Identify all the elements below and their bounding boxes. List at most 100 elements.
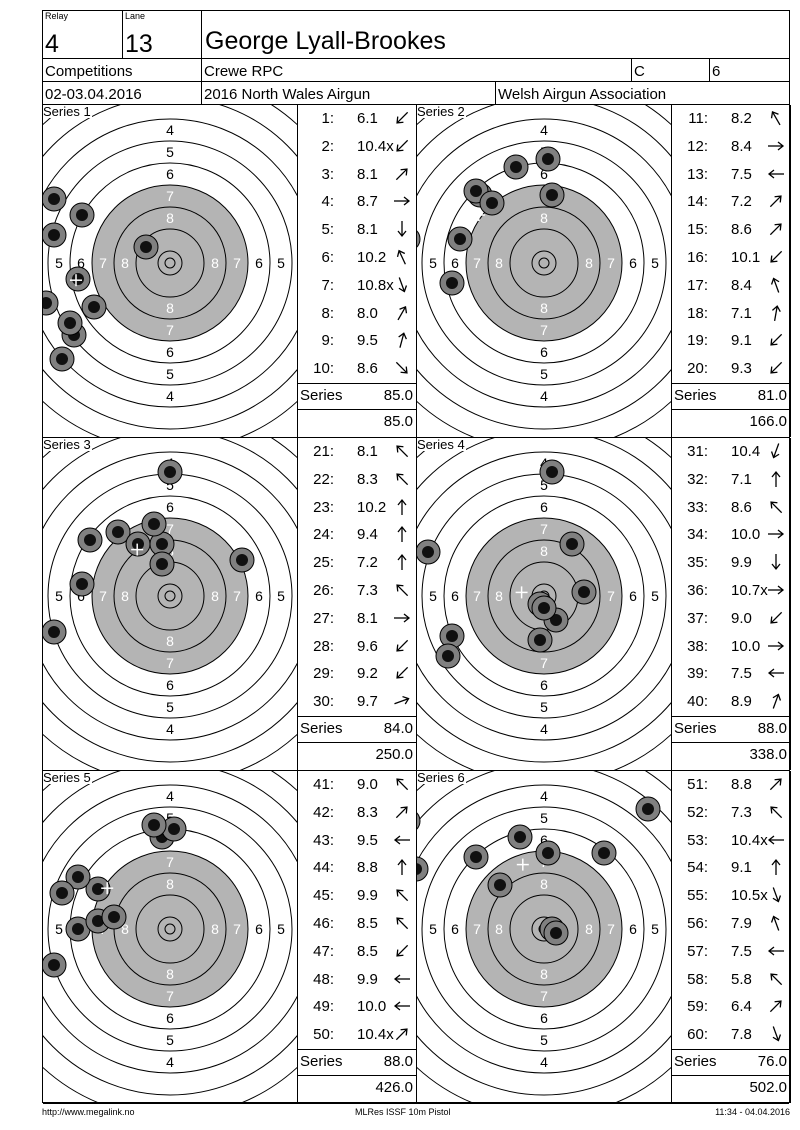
cumulative-row: 338.0 [672, 742, 790, 770]
shot-number: 30: [313, 693, 334, 711]
ring-number: 8 [540, 966, 548, 982]
ring-number: 7 [607, 588, 615, 604]
ring-number: 6 [166, 344, 174, 360]
shot-row: 52: 7.3 [672, 799, 791, 827]
cumulative-row: 250.0 [298, 742, 416, 770]
direction-arrow-icon [392, 248, 412, 266]
shot-row: 1: 6.1 [298, 105, 417, 133]
ring-number: 4 [166, 721, 174, 737]
ring-number: 5 [540, 1032, 548, 1048]
shot-hole [105, 519, 131, 545]
direction-arrow-icon [766, 192, 786, 210]
shot-row: 14: 7.2 [672, 188, 791, 216]
shot-hole [635, 796, 661, 822]
cumulative-total: 166.0 [749, 413, 787, 430]
ring-number: 6 [255, 588, 263, 604]
shot-value: 8.6 [357, 360, 378, 378]
target-ring [113, 206, 227, 320]
ring-number: 7 [233, 255, 241, 271]
shot-number: 13: [687, 165, 708, 183]
shot-row: 4: 8.7 [298, 188, 417, 216]
shot-list: 11: 8.2 12: 8.4 13: 7.5 14: 7.2 15: 8.6 16: 10.1 17:… [672, 105, 791, 437]
shot-value: 10.4x [357, 137, 394, 155]
shot-row: 9: 9.5 [298, 327, 417, 355]
shot-value: 10.1 [731, 249, 761, 266]
footer-software: MLRes ISSF 10m Pistol [355, 1107, 451, 1117]
direction-arrow-icon [392, 276, 412, 294]
shot-hole [417, 539, 441, 565]
inner-ten [164, 257, 176, 269]
series-total: 76.0 [757, 1053, 787, 1070]
direction-arrow-icon [766, 553, 786, 571]
shot-hole [69, 571, 95, 597]
ring-number: 8 [211, 255, 219, 271]
shot-row: 5: 8.1 [298, 216, 417, 244]
ring-number: 5 [651, 588, 659, 604]
series-total-row: Series 88.0 [298, 1049, 416, 1075]
shot-value: 8.1 [357, 443, 378, 460]
series-total: 84.0 [383, 720, 413, 737]
shot-hole [49, 880, 75, 906]
direction-arrow-icon [766, 359, 786, 377]
shot-hole [157, 459, 183, 485]
aiming-mark [466, 185, 622, 341]
shot-value: 7.1 [731, 304, 752, 322]
ring-number: 6 [255, 255, 263, 271]
series-total-row: Series 84.0 [298, 716, 416, 742]
ring-number: 5 [540, 477, 548, 493]
ring-number: 8 [166, 966, 174, 982]
shot-number: 8: [321, 304, 334, 322]
shot-hole [463, 844, 489, 870]
direction-arrow-icon [766, 775, 786, 793]
shot-hole [81, 294, 107, 320]
shot-row: 22: 8.3 [298, 466, 417, 494]
ring-number: 4 [166, 1054, 174, 1070]
header-row-2: Competitions Crewe RPC C 6 [43, 59, 789, 82]
shot-row: 35: 9.9 [672, 549, 791, 577]
direction-arrow-icon [766, 803, 786, 821]
shot-row: 30: 9.7 [298, 688, 417, 716]
ring-number: 6 [540, 1010, 548, 1026]
shot-value: 7.8 [731, 1026, 752, 1044]
shot-number: 54: [687, 859, 708, 877]
direction-arrow-icon [766, 470, 786, 488]
ring-number: 5 [166, 477, 174, 493]
footer-timestamp: 11:34 - 04.04.2016 [715, 1107, 790, 1117]
shot-number: 48: [313, 970, 334, 988]
target-ring [465, 184, 623, 342]
shot-hole [149, 551, 175, 577]
ring-number: 4 [540, 1054, 548, 1070]
shot-hole [535, 840, 561, 866]
shot-hole [149, 531, 175, 557]
target-ring [69, 162, 271, 364]
direction-arrow-icon [392, 220, 412, 238]
shot-list: 41: 9.0 42: 8.3 43: 9.5 44: 8.8 45: 9.9 46: 8.5 47: 8… [298, 771, 417, 1103]
shot-value: 9.1 [731, 859, 752, 877]
series-total-label: Series [674, 1053, 717, 1070]
target-ring [157, 250, 183, 276]
shot-value: 9.6 [357, 637, 378, 655]
ring-number: 5 [55, 588, 63, 604]
club: Crewe RPC [204, 63, 284, 80]
direction-arrow-icon [766, 858, 786, 876]
shot-row: 55: 10.5x [672, 882, 791, 910]
series-target: 8 8 8 8 7 7 7 7 6 6 6 6 5 5 5 5 4 4 Series 1 [43, 105, 298, 437]
direction-arrow-icon [392, 165, 412, 183]
ring-number: 7 [166, 655, 174, 671]
shot-number: 32: [687, 470, 708, 488]
target-ring [69, 495, 271, 697]
shot-hole [43, 290, 59, 316]
target-ring [91, 517, 249, 675]
shot-hole [43, 186, 67, 212]
direction-arrow-icon [392, 664, 412, 682]
shot-value: 10.8x [357, 276, 394, 294]
direction-arrow-icon [392, 858, 412, 876]
shot-row: 32: 7.1 [672, 466, 791, 494]
target-ring [421, 806, 667, 1052]
shot-value: 9.0 [731, 609, 752, 627]
shot-row: 45: 9.9 [298, 882, 417, 910]
shot-hole [539, 459, 565, 485]
shot-hole [57, 310, 83, 336]
shot-value: 8.5 [357, 942, 378, 960]
target-ring [43, 784, 297, 1074]
